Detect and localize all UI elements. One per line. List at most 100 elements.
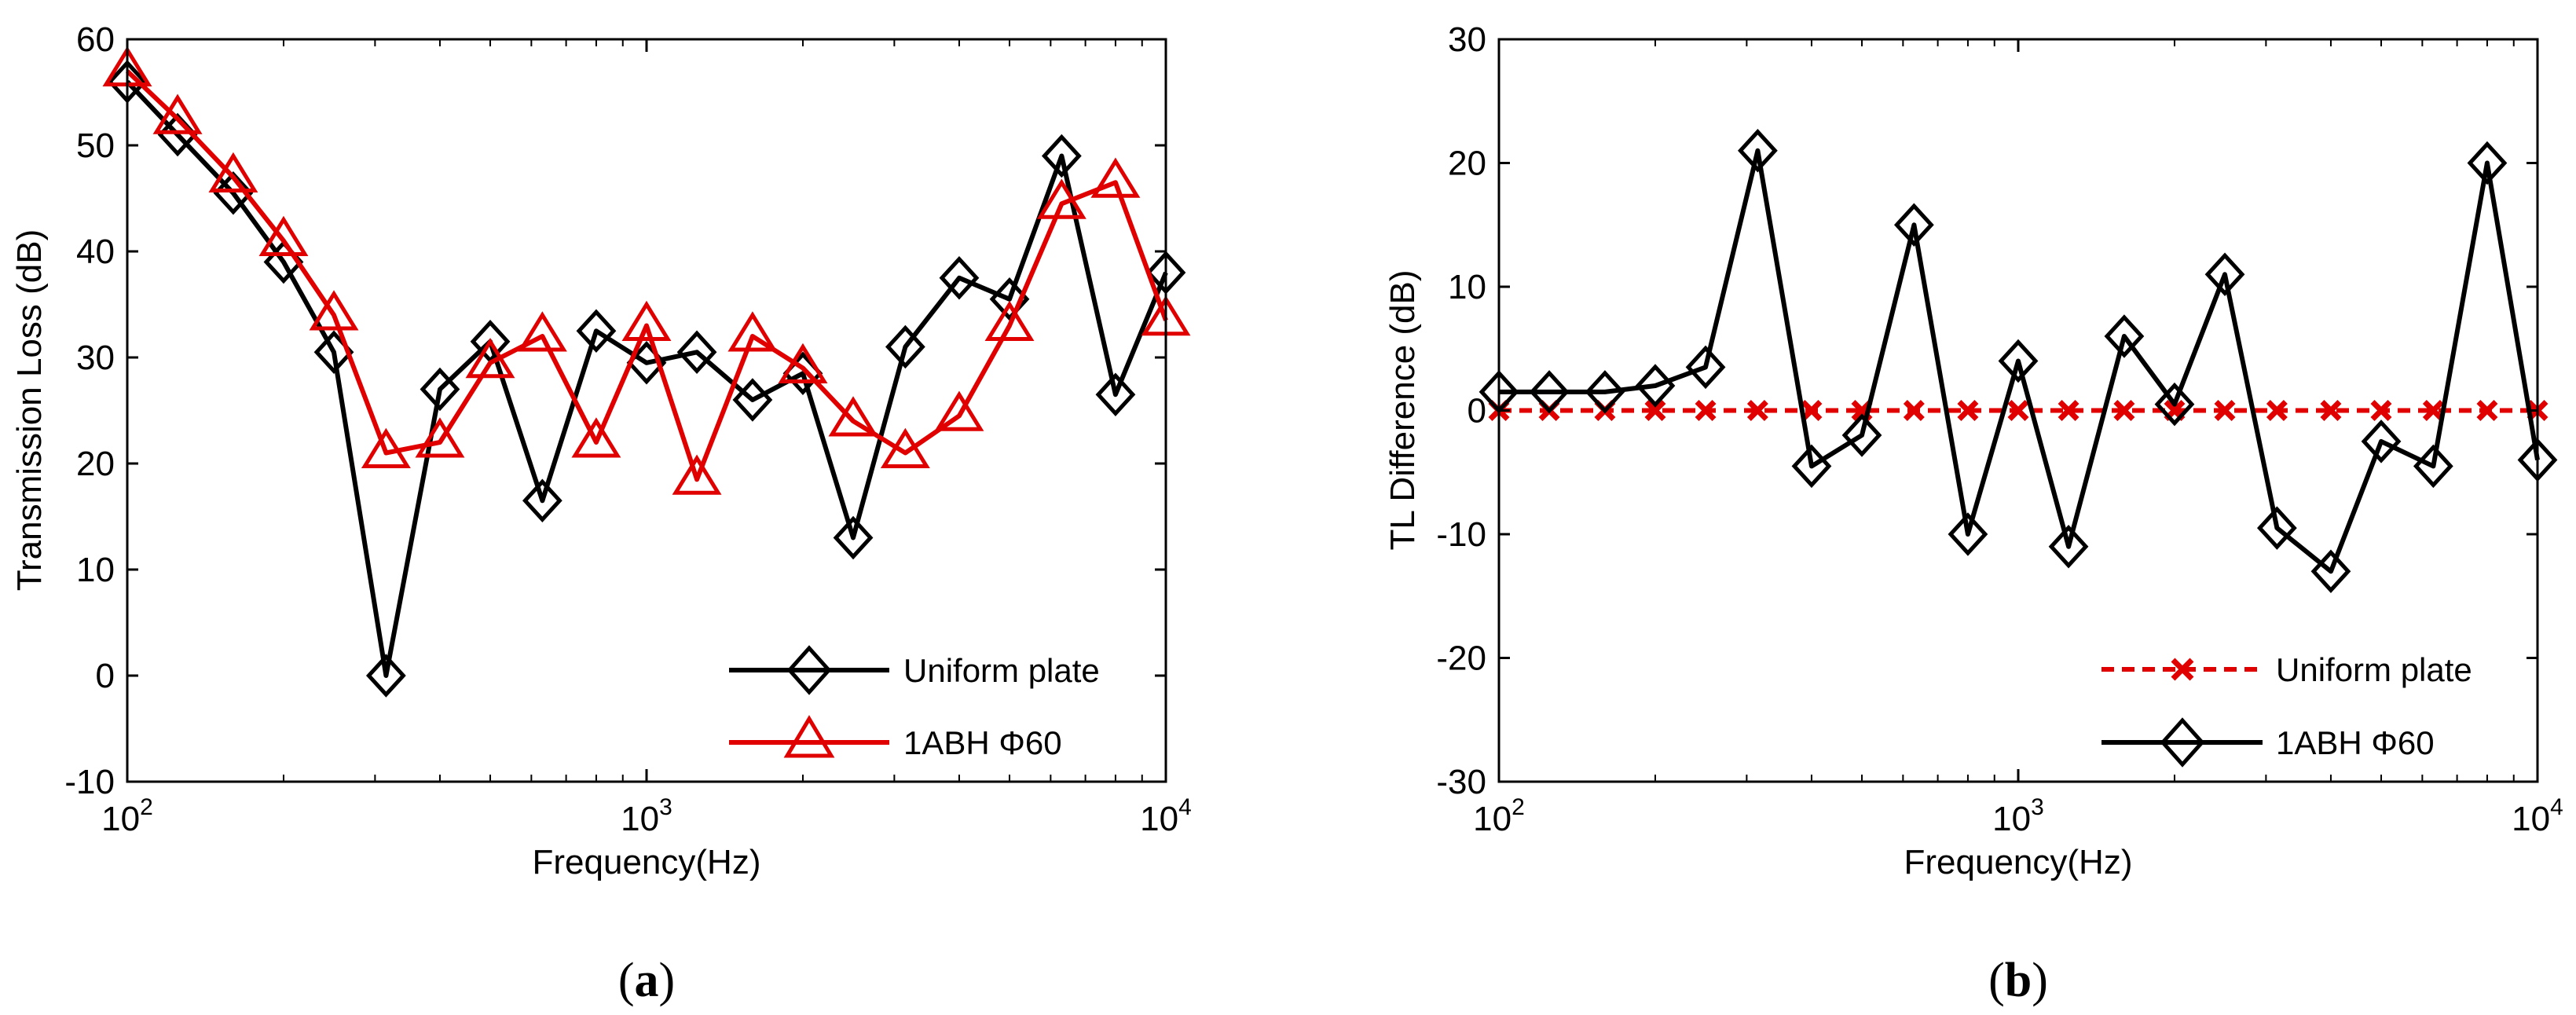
y-tick-label-a: 20 [76, 445, 115, 483]
data-point-1abh-a [208, 152, 258, 192]
data-point-uniform-plate-a [939, 256, 980, 300]
data-point-1abh-b [2256, 506, 2297, 550]
x-axis-label-a: Frequency(Hz) [533, 843, 761, 881]
data-point-uniform-plate-b [1695, 400, 1717, 421]
data-point-1abh-a [465, 337, 515, 379]
legend-a: Uniform plate 1ABH Φ60 [729, 645, 1100, 761]
legend-marker-uniform-plate-a [786, 645, 832, 695]
data-point-1abh-a [415, 417, 465, 458]
data-point-1abh-a [309, 290, 359, 331]
data-point-1abh-a [152, 93, 203, 134]
y-tick-label-a: -10 [64, 763, 115, 801]
data-point-uniform-plate-b [2058, 400, 2079, 421]
x-ticks-b: 102 103 104 [1473, 39, 2563, 838]
data-point-1abh-a [1036, 178, 1086, 219]
caption-b: (b) [1988, 954, 2048, 1007]
data-point-1abh-a [621, 300, 672, 341]
data-point-uniform-plate-b [2113, 400, 2135, 421]
x-tick-label-b: 104 [2512, 794, 2563, 838]
legend-label-1abh-a: 1ABH Φ60 [903, 724, 1062, 761]
data-point-uniform-plate-a [420, 367, 460, 412]
legend-label-1abh-b: 1ABH Φ60 [2276, 724, 2435, 761]
data-point-uniform-plate-b [2320, 400, 2342, 421]
data-point-uniform-plate-b [1644, 400, 1666, 421]
data-point-1abh-a [672, 454, 722, 495]
y-tick-label-b: -10 [1436, 515, 1486, 554]
x-tick-label-b: 103 [1992, 794, 2044, 838]
data-point-uniform-plate-a [576, 309, 617, 353]
data-point-1abh-a [571, 417, 621, 458]
series-line-1abh-b [1499, 148, 2540, 574]
data-point-1abh-b [1635, 364, 1676, 408]
data-point-1abh-a [984, 300, 1035, 341]
data-point-1abh-b [2104, 314, 2145, 358]
legend-marker-1abh-a [783, 715, 835, 758]
chart-panel-b: 30 20 10 0 -10 -20 -30 102 103 104 Frequency(Hz)… [1383, 20, 2563, 1007]
plot-area-b [1479, 129, 2558, 593]
x-tick-label-a: 102 [101, 794, 153, 838]
data-point-uniform-plate-b [1903, 400, 1925, 421]
data-point-1abh-b [1791, 444, 1832, 489]
y-tick-label-a: 0 [96, 657, 115, 695]
data-point-1abh-a [258, 215, 309, 256]
y-tick-label-b: 10 [1448, 268, 1486, 306]
data-point-1abh-a [1090, 157, 1141, 198]
data-point-1abh-a [828, 396, 878, 437]
x-tick-label-a: 104 [1140, 794, 1192, 838]
chart-panel-a: 60 50 40 30 20 10 0 -10 102 103 104 Frequency(Hz)… [10, 20, 1192, 1007]
x-tick-label-a: 103 [621, 794, 672, 838]
data-point-uniform-plate-a [365, 654, 406, 698]
data-point-uniform-plate-a [1041, 134, 1082, 178]
data-point-uniform-plate-a [732, 378, 773, 422]
y-tick-label-b: 30 [1448, 20, 1486, 59]
series-line-uniform-plate-a [125, 79, 1168, 678]
y-tick-label-a: 10 [76, 551, 115, 589]
y-tick-label-a: 60 [76, 20, 115, 59]
plot-area-a [102, 46, 1191, 698]
data-point-1abh-a [880, 427, 930, 468]
data-point-uniform-plate-a [833, 515, 874, 560]
data-point-uniform-plate-b [2476, 400, 2498, 421]
caption-a: (a) [618, 954, 675, 1007]
y-tick-label-b: -20 [1436, 639, 1486, 678]
data-point-uniform-plate-a [885, 324, 925, 369]
y-axis-label-a: Transmission Loss (dB) [10, 229, 49, 592]
data-point-1abh-a [778, 343, 828, 383]
data-point-1abh-b [1585, 370, 1625, 414]
caption-b-letter: b [2005, 954, 2032, 1007]
data-point-uniform-plate-a [1095, 372, 1136, 416]
data-point-uniform-plate-b [2422, 400, 2444, 421]
data-point-1abh-a [934, 390, 984, 431]
caption-a-letter: a [635, 954, 659, 1007]
y-axis-label-b: TL Difference (dB) [1383, 269, 1422, 550]
data-point-uniform-plate-a [213, 171, 254, 215]
data-point-uniform-plate-b [1746, 400, 1768, 421]
data-point-1abh-a [517, 311, 567, 352]
data-point-1abh-b [1529, 370, 1570, 414]
data-point-1abh-a [361, 427, 411, 468]
y-tick-label-a: 40 [76, 233, 115, 271]
y-ticks-b: 30 20 10 0 -10 -20 -30 [1436, 20, 2538, 801]
y-tick-label-b: 0 [1468, 392, 1486, 431]
data-point-1abh-b [2467, 141, 2508, 185]
legend-label-uniform-plate-a: Uniform plate [903, 652, 1100, 689]
data-point-1abh-b [1893, 203, 1934, 247]
data-point-1abh-b [2048, 525, 2089, 569]
data-point-1abh-b [2204, 252, 2245, 296]
data-point-1abh-b [1737, 129, 1778, 173]
y-tick-label-b: 20 [1448, 145, 1486, 183]
legend-b: Uniform plate 1ABH Φ60 [2101, 651, 2472, 768]
data-point-1abh-b [1948, 512, 1988, 556]
data-point-uniform-plate-b [2266, 400, 2288, 421]
legend-marker-1abh-b [2160, 717, 2205, 768]
data-point-1abh-b [2154, 382, 2195, 427]
data-point-uniform-plate-a [676, 330, 717, 374]
x-ticks-a: 102 103 104 [101, 39, 1192, 838]
data-point-1abh-a [727, 311, 778, 352]
data-point-1abh-b [2361, 420, 2402, 464]
legend-label-uniform-plate-b: Uniform plate [2276, 651, 2472, 688]
data-point-uniform-plate-b [1801, 400, 1823, 421]
x-axis-label-b: Frequency(Hz) [1904, 843, 2133, 881]
data-point-uniform-plate-a [522, 478, 562, 522]
